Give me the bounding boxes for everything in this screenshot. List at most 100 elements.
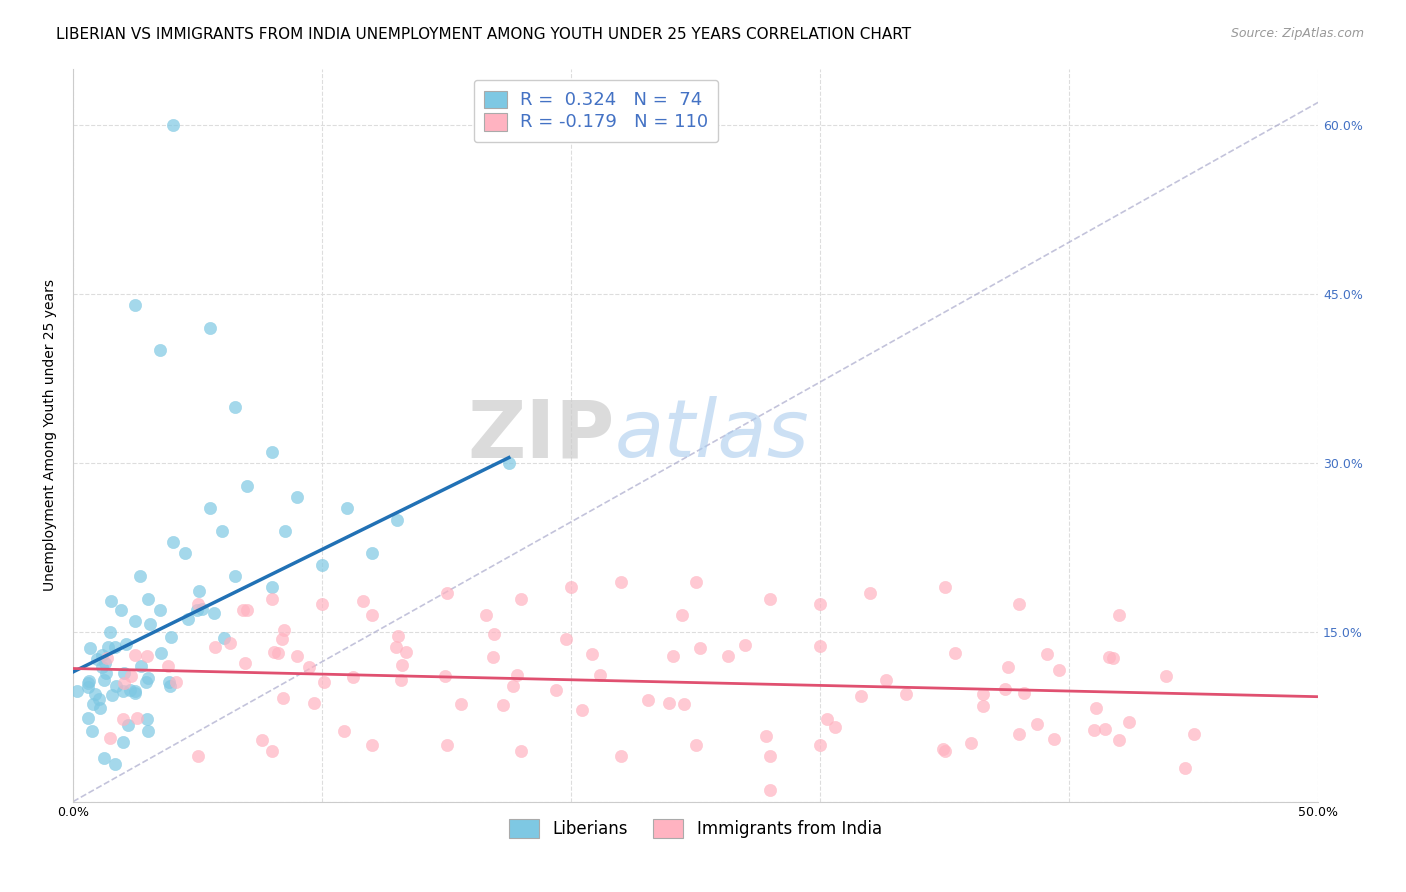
Point [91,660,114,674]
Point [100,625,122,640]
Point [80,723,103,738]
Point [342,670,364,684]
Point [492,698,515,712]
Point [212,632,235,646]
Point [875,673,897,687]
Point [124,298,146,312]
Y-axis label: Unemployment Among Youth under 25 years: Unemployment Among Youth under 25 years [44,279,58,591]
Point [312,675,335,690]
Point [250,732,273,747]
Point [671,608,693,623]
Point [89,691,111,706]
Point [162,118,184,132]
Point [93,673,115,687]
Point [851,689,873,703]
Point [262,744,284,758]
Point [943,646,966,660]
Point [86,652,108,666]
Point [434,668,457,682]
Point [285,490,308,504]
Point [498,456,520,470]
Point [482,649,505,664]
Point [271,691,294,706]
Point [1012,686,1035,700]
Point [475,608,498,623]
Point [759,783,782,797]
Point [162,535,184,549]
Point [138,671,160,685]
Text: atlas: atlas [614,396,810,474]
Point [224,400,246,414]
Point [77,711,100,725]
Point [1118,714,1140,729]
Point [361,738,384,752]
Point [673,697,696,711]
Point [219,636,242,650]
Point [662,648,685,663]
Point [111,684,134,698]
Point [685,738,707,752]
Point [571,702,593,716]
Text: Source: ZipAtlas.com: Source: ZipAtlas.com [1230,27,1364,40]
Point [311,597,333,611]
Point [932,742,955,756]
Point [332,723,354,738]
Point [502,679,524,693]
Point [115,637,138,651]
Point [482,627,505,641]
Point [104,756,127,771]
Point [808,639,831,653]
Point [581,648,603,662]
Point [135,712,157,726]
Point [759,591,782,606]
Point [824,720,846,734]
Point [120,669,142,683]
Point [298,660,321,674]
Point [311,558,333,572]
Point [1156,669,1178,683]
Point [202,606,225,620]
Point [361,608,384,623]
Point [136,649,159,664]
Point [436,738,458,752]
Point [336,501,359,516]
Point [506,668,529,682]
Point [149,603,172,617]
Point [94,665,117,680]
Point [1102,651,1125,665]
Point [1043,732,1066,747]
Point [112,712,135,726]
Point [139,616,162,631]
Point [589,668,612,682]
Point [610,749,633,764]
Point [124,684,146,698]
Point [1083,723,1105,738]
Point [717,648,740,663]
Point [112,665,135,680]
Point [124,648,146,662]
Point [89,701,111,715]
Point [610,574,633,589]
Point [267,646,290,660]
Point [808,597,831,611]
Point [262,591,284,606]
Point [734,638,756,652]
Point [204,640,226,654]
Point [637,693,659,707]
Point [104,640,127,654]
Point [273,623,295,637]
Point [97,640,120,655]
Point [93,656,115,670]
Point [93,750,115,764]
Point [165,675,187,690]
Point [808,738,831,752]
Point [91,648,114,662]
Point [815,713,838,727]
Point [96,651,118,665]
Point [934,580,956,594]
Point [395,645,418,659]
Point [960,736,983,750]
Point [1036,647,1059,661]
Point [554,632,576,646]
Point [263,645,285,659]
